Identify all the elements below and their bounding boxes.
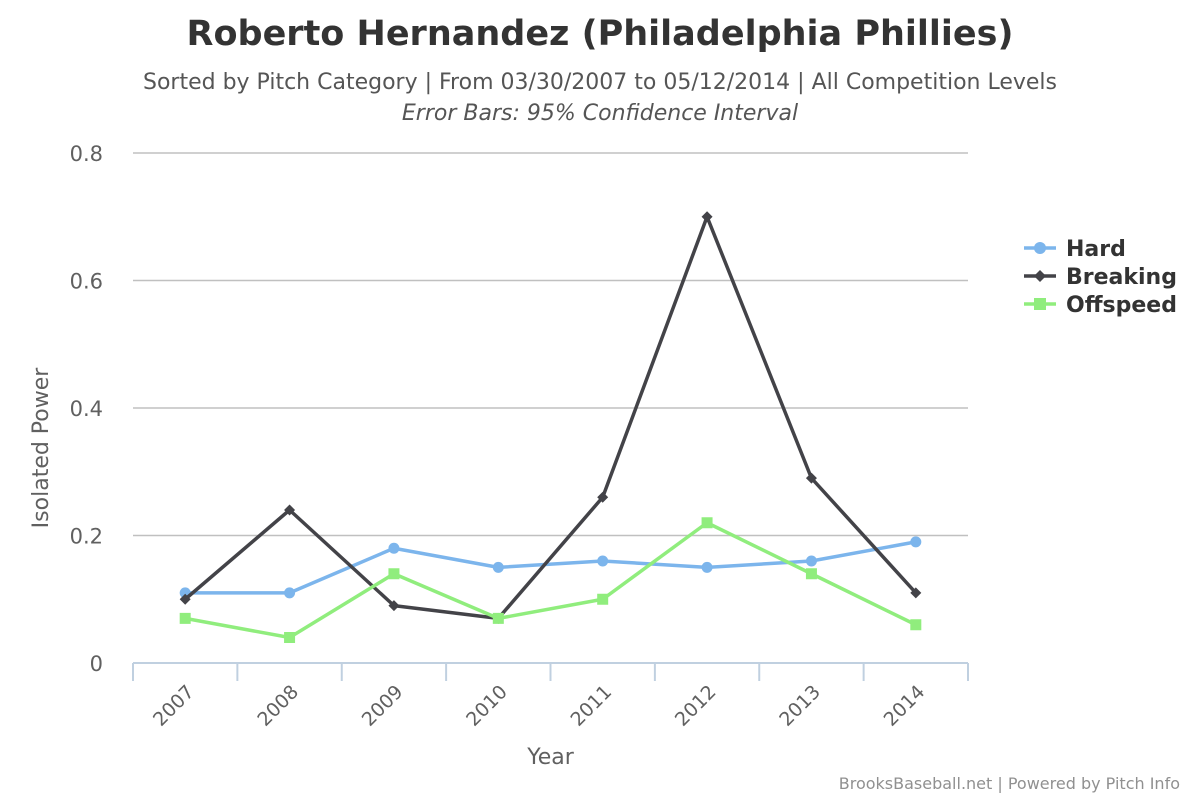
data-point-offspeed [284, 632, 296, 643]
data-point-breaking [179, 593, 191, 605]
data-point-breaking [910, 587, 922, 599]
legend-marker-hard [1034, 242, 1046, 254]
x-tick-label: 2008 [253, 681, 303, 731]
x-tick-label: 2013 [775, 681, 825, 731]
x-axis-title: Year [526, 745, 575, 770]
data-point-offspeed [388, 568, 400, 580]
legend-marker-breaking [1034, 270, 1046, 282]
y-tick-label: 0.2 [70, 525, 103, 549]
data-point-breaking [805, 472, 817, 484]
data-point-hard [701, 561, 713, 573]
series-line-breaking [183, 215, 918, 621]
data-point-breaking [388, 600, 400, 612]
y-axis-title: Isolated Power [29, 367, 54, 529]
data-point-hard [910, 536, 922, 548]
data-point-offspeed [910, 619, 922, 631]
legend-label-offspeed[interactable]: Offspeed [1066, 293, 1177, 318]
legend-label-breaking[interactable]: Breaking [1066, 265, 1177, 290]
data-point-offspeed [805, 568, 817, 580]
y-tick-label: 0 [90, 652, 103, 676]
data-point-hard [597, 555, 609, 567]
data-point-offspeed [597, 593, 609, 605]
x-tick-label: 2009 [358, 681, 408, 731]
legend-marker-offspeed [1034, 298, 1046, 310]
legend-label-hard[interactable]: Hard [1066, 237, 1126, 262]
data-point-hard [388, 542, 400, 554]
x-tick-label: 2012 [671, 681, 721, 731]
y-tick-label: 0.4 [70, 397, 103, 421]
data-point-offspeed [492, 612, 504, 624]
chart-subtitle: Sorted by Pitch Category | From 03/30/20… [142, 70, 1057, 95]
x-tick-label: 2010 [462, 681, 512, 731]
series-line-offspeed [183, 521, 918, 640]
x-tick-label: 2011 [566, 681, 616, 731]
x-tick-label: 2014 [880, 681, 930, 731]
data-point-hard [805, 555, 817, 567]
data-point-breaking [284, 504, 296, 516]
chart-title: Roberto Hernandez (Philadelphia Phillies… [186, 14, 1014, 54]
data-point-breaking [597, 491, 609, 503]
data-point-breaking [701, 211, 713, 223]
series-line-hard [183, 540, 918, 595]
data-point-hard [492, 561, 504, 573]
x-tick-label: 2007 [149, 681, 199, 731]
data-point-offspeed [701, 517, 713, 529]
y-tick-label: 0.8 [70, 142, 103, 166]
data-point-hard [284, 587, 296, 599]
y-tick-label: 0.6 [70, 270, 103, 294]
data-point-offspeed [179, 612, 191, 624]
credits-link[interactable]: BrooksBaseball.net | Powered by Pitch In… [838, 774, 1180, 793]
chart-error-bar-note: Error Bars: 95% Confidence Interval [401, 101, 799, 126]
